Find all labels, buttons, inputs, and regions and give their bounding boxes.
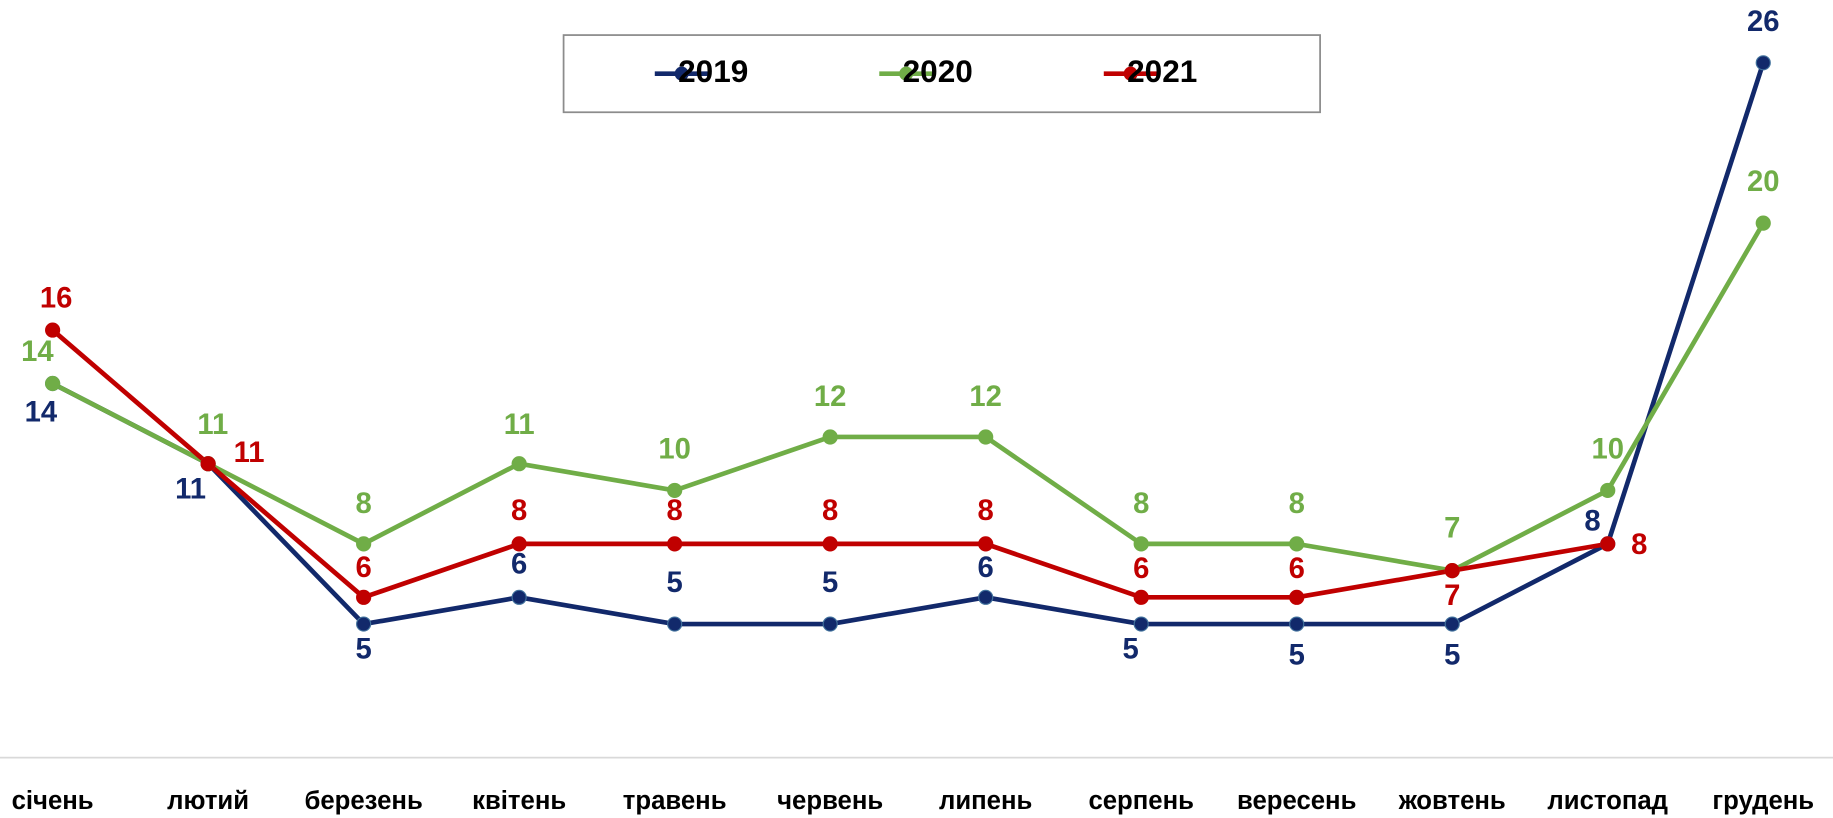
x-tick-label: травень xyxy=(623,787,727,815)
series-line xyxy=(51,221,1766,573)
data-point xyxy=(978,429,994,445)
data-label: 12 xyxy=(814,381,847,413)
data-label: 6 xyxy=(511,548,527,580)
data-label: 8 xyxy=(1289,488,1305,520)
legend-marker xyxy=(674,66,689,81)
data-point xyxy=(978,536,994,552)
data-point xyxy=(511,589,527,605)
data-point xyxy=(1444,616,1460,632)
legend-label: 2021 xyxy=(1127,53,1197,89)
x-tick-label: лютий xyxy=(167,787,249,815)
data-label: 11 xyxy=(175,473,206,505)
data-label: 8 xyxy=(1631,529,1647,561)
data-point xyxy=(45,322,61,338)
data-point xyxy=(667,482,683,499)
data-label: 7 xyxy=(1444,512,1460,544)
data-label: 6 xyxy=(356,552,372,584)
data-point xyxy=(1600,482,1616,499)
plot-area: січень лютий березень квітень травень червень… xyxy=(0,6,1833,815)
data-point xyxy=(1289,616,1305,632)
data-label: 6 xyxy=(1133,553,1149,585)
data-point xyxy=(45,375,61,392)
data-point xyxy=(356,616,372,632)
data-point xyxy=(1289,589,1305,605)
data-point xyxy=(200,456,216,472)
data-point xyxy=(822,429,838,445)
data-label: 8 xyxy=(356,488,372,520)
legend-marker xyxy=(1123,66,1138,81)
data-label: 6 xyxy=(978,552,994,584)
data-label: 11 xyxy=(197,409,228,441)
x-tick-label: листопад xyxy=(1547,787,1668,815)
data-point xyxy=(1133,616,1149,632)
data-point xyxy=(822,616,838,632)
data-point xyxy=(356,536,372,552)
x-tick-label: грудень xyxy=(1712,787,1814,815)
x-tick-label: вересень xyxy=(1237,787,1356,815)
data-point xyxy=(1289,536,1305,552)
x-tick-label: жовтень xyxy=(1398,787,1506,815)
data-label: 12 xyxy=(969,381,1002,413)
data-label: 10 xyxy=(1591,433,1624,465)
data-point xyxy=(511,456,527,472)
data-point xyxy=(978,589,994,605)
data-point xyxy=(511,536,527,552)
data-label: 8 xyxy=(667,495,683,527)
data-label: 5 xyxy=(1123,634,1139,666)
data-label: 10 xyxy=(658,433,691,465)
data-point xyxy=(1444,562,1460,579)
data-point xyxy=(1133,589,1149,605)
data-label: 11 xyxy=(504,409,535,441)
data-label: 7 xyxy=(1444,580,1460,612)
data-label: 5 xyxy=(667,567,683,599)
data-label: 11 xyxy=(234,437,265,469)
legend-label: 2020 xyxy=(903,53,973,89)
series-line xyxy=(51,62,1766,627)
x-tick-label: червень xyxy=(777,787,883,815)
data-label: 26 xyxy=(1747,6,1780,38)
x-tick-label: квітень xyxy=(472,787,566,815)
x-tick-label: серпень xyxy=(1088,787,1194,815)
data-point xyxy=(667,536,683,552)
data-label: 5 xyxy=(1289,640,1305,672)
data-label: 8 xyxy=(978,495,994,527)
data-label: 20 xyxy=(1747,166,1780,198)
data-label: 5 xyxy=(1444,640,1460,672)
legend-label: 2019 xyxy=(678,53,748,89)
data-point xyxy=(356,589,372,605)
data-point xyxy=(1133,536,1149,552)
data-point xyxy=(667,616,683,632)
legend-marker xyxy=(899,66,914,81)
x-tick-label: березень xyxy=(304,787,422,815)
data-label: 14 xyxy=(25,397,58,429)
data-label: 8 xyxy=(511,495,527,527)
x-tick-label: липень xyxy=(939,787,1032,815)
data-point xyxy=(1600,536,1616,552)
data-label: 6 xyxy=(1289,553,1305,585)
data-label: 5 xyxy=(822,567,838,599)
data-label: 8 xyxy=(1584,506,1600,538)
data-point xyxy=(1755,215,1771,231)
data-label: 16 xyxy=(40,282,73,314)
data-label: 8 xyxy=(822,495,838,527)
data-label: 8 xyxy=(1133,488,1149,520)
x-tick-label: січень xyxy=(12,787,94,815)
data-label: 14 xyxy=(21,336,54,368)
data-point xyxy=(822,536,838,552)
data-label: 5 xyxy=(356,634,372,666)
data-point xyxy=(1755,55,1771,71)
